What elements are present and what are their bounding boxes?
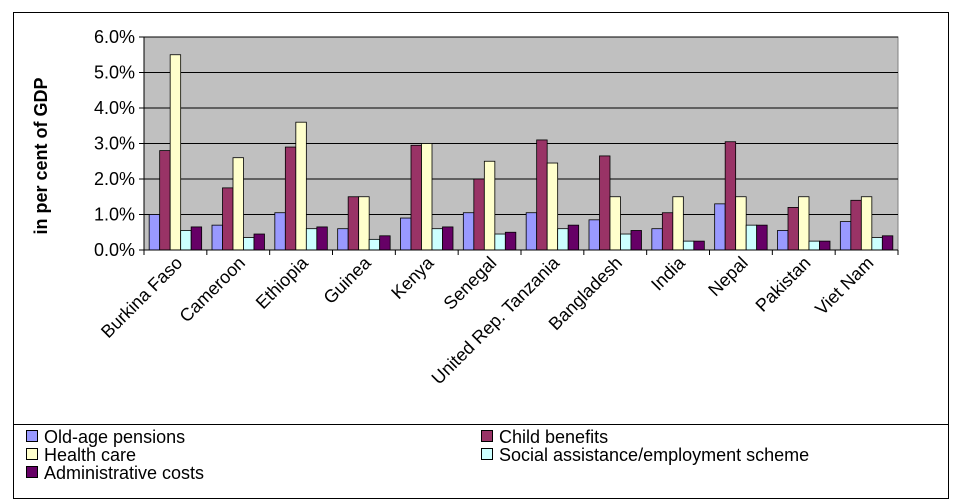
bar: [839, 221, 852, 251]
y-tick-label: 3.0%: [94, 134, 135, 154]
bar: [630, 230, 642, 251]
bar: [620, 233, 632, 251]
y-tick-label: 1.0%: [94, 205, 135, 225]
bar: [347, 196, 360, 251]
bar: [410, 144, 422, 251]
chart-frame: 0.0% 1.0% 2.0% 3.0% 4.0% 5.0% 6.0% Burkina Faso…: [13, 12, 949, 425]
bar: [798, 196, 810, 251]
bar: [358, 196, 370, 251]
bar: [442, 226, 454, 251]
bar: [295, 121, 307, 251]
bar: [536, 139, 548, 251]
bar: [400, 217, 412, 251]
bar: [431, 228, 443, 251]
bar: [148, 214, 161, 251]
bar: [368, 238, 381, 251]
bar: [724, 141, 737, 251]
bar: [379, 235, 391, 251]
bar: [714, 203, 726, 251]
x-tick-label: Ethiopia: [252, 252, 313, 313]
bar: [787, 206, 799, 251]
legend-item: Child benefits: [481, 427, 608, 447]
x-tick-label: United Rep. Tanzania: [428, 252, 564, 388]
bar: [682, 240, 695, 251]
bar-chart: 0.0% 1.0% 2.0% 3.0% 4.0% 5.0% 6.0% Burkina Faso…: [31, 27, 899, 388]
bar: [462, 212, 475, 251]
legend-swatch: [26, 430, 38, 442]
bar: [756, 224, 768, 251]
bar: [274, 212, 286, 251]
bar: [169, 54, 182, 251]
x-tick-label: Viet Nam: [811, 253, 877, 319]
legend-item: Administrative costs: [26, 463, 204, 483]
bar: [735, 196, 747, 251]
bar: [661, 212, 674, 251]
bar: [421, 143, 433, 251]
y-tick-label: 0.0%: [94, 240, 135, 260]
bar: [881, 235, 894, 251]
bar: [777, 230, 789, 251]
x-tick-label: Pakistan: [752, 253, 815, 316]
legend-swatch: [26, 448, 38, 460]
x-tick-label: Guinea: [320, 252, 376, 308]
bar: [588, 219, 600, 251]
legend-label: Old-age pensions: [44, 427, 186, 447]
bar: [159, 150, 171, 251]
bar: [222, 187, 234, 251]
bar: [494, 233, 506, 251]
bar: [546, 162, 559, 251]
legend-item: Old-age pensions: [26, 427, 185, 447]
plot-area-group: [143, 36, 899, 251]
bar: [599, 155, 611, 251]
bar: [745, 224, 758, 251]
bar: [190, 226, 203, 251]
x-tick-label: Senegal: [440, 253, 501, 314]
y-tick-label: 5.0%: [94, 63, 135, 83]
bar: [651, 228, 663, 251]
legend-swatch: [26, 466, 38, 478]
bar: [850, 199, 862, 251]
y-tick-label: 6.0%: [94, 27, 135, 47]
bar: [305, 228, 318, 251]
bar: [672, 196, 684, 251]
bar: [693, 240, 705, 251]
bar: [504, 231, 517, 251]
bar: [860, 196, 873, 251]
bar: [483, 160, 496, 251]
x-tick-label: Nepal: [704, 253, 751, 300]
bar: [609, 196, 621, 251]
bar: [808, 240, 820, 251]
y-axis-label: in per cent of GDP: [31, 77, 51, 234]
bar: [180, 230, 192, 251]
bar: [871, 237, 883, 251]
x-tick-label: Burkina Faso: [97, 253, 186, 342]
bar: [473, 178, 485, 251]
bar: [284, 146, 297, 251]
bar: [567, 224, 580, 251]
legend: Old-age pensions Child benefits Health car…: [13, 425, 949, 499]
bar: [337, 228, 349, 251]
legend-swatch: [481, 430, 493, 442]
bars-group: [148, 54, 894, 251]
bar: [211, 224, 223, 251]
bar: [316, 226, 328, 251]
legend-label: Health care: [44, 445, 137, 465]
legend-item: Health care: [26, 445, 136, 465]
bar: [557, 228, 569, 251]
x-tick-label: India: [647, 252, 689, 294]
y-tick-label: 2.0%: [94, 169, 135, 189]
legend-label: Administrative costs: [44, 463, 205, 483]
bar: [819, 240, 831, 251]
x-tick-label: Kenya: [387, 252, 438, 303]
bar: [253, 233, 265, 251]
bar: [525, 212, 538, 251]
legend-label: Social assistance/employment scheme: [499, 445, 810, 465]
bar: [243, 237, 255, 251]
y-tick-label: 4.0%: [94, 98, 135, 118]
legend-item: Social assistance/employment scheme: [481, 445, 809, 465]
x-tick-label: Cameroon: [176, 253, 250, 327]
bar: [232, 157, 244, 251]
legend-swatch: [481, 448, 493, 460]
legend-label: Child benefits: [499, 427, 609, 447]
